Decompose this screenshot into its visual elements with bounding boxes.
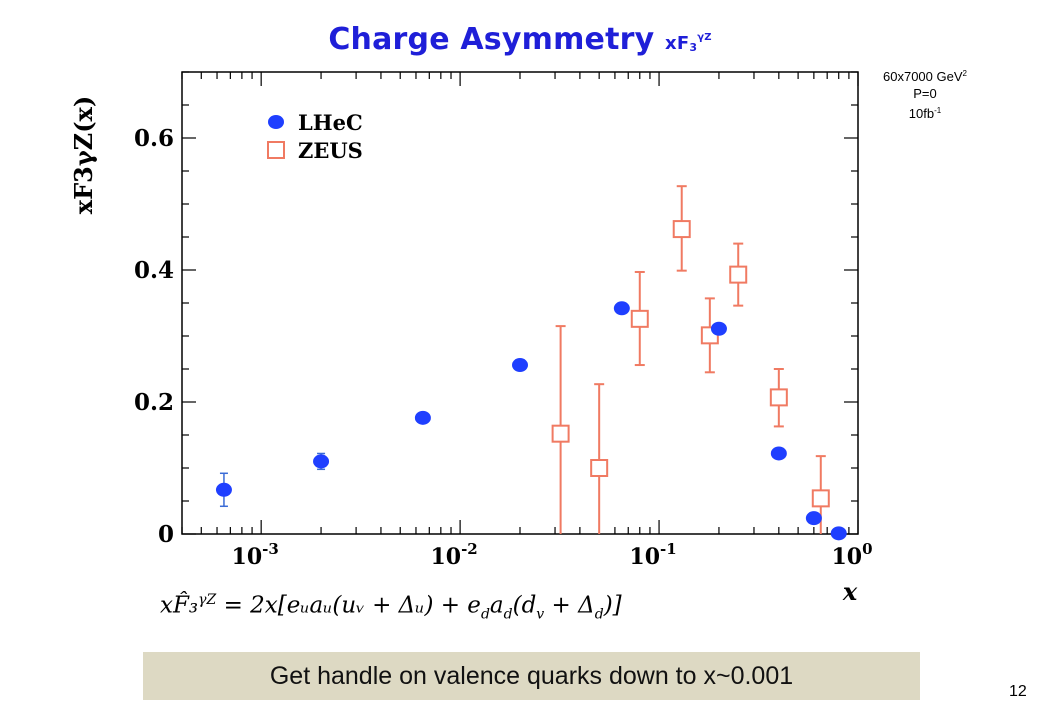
condition-lumi: 10fb-1 — [880, 102, 970, 122]
lhec-point — [770, 446, 787, 461]
zeus-point — [551, 424, 570, 443]
formula-lhs-sup: γZ — [198, 592, 217, 608]
x-tick-label: 10-3 — [232, 540, 279, 570]
run-conditions: 60x7000 GeV2 P=0 10fb-1 — [880, 65, 970, 122]
zeus-point — [630, 309, 649, 328]
condition-energy-exp: 2 — [962, 69, 967, 78]
formula-sub-d3: d — [594, 606, 604, 623]
lhec-point — [512, 358, 528, 373]
structure-function-formula: xF̂₃γZ = 2x[eᵤaᵤ(uᵥ + Δᵤ) + edad(dv + Δd… — [160, 592, 622, 622]
title-superscript: γZ — [697, 32, 712, 43]
page-number: 12 — [1009, 683, 1027, 700]
summary-banner-text: Get handle on valence quarks down to x~0… — [269, 661, 794, 690]
y-tick-label: 0 — [158, 521, 174, 548]
x-tick-label: 10-2 — [430, 540, 477, 570]
legend-lhec-marker — [268, 115, 284, 129]
x-tick-label: 10-1 — [629, 540, 676, 570]
condition-energy-text: 60x7000 GeV — [883, 69, 963, 84]
condition-polarisation: P=0 — [913, 86, 937, 101]
x-tick-exponent: -1 — [660, 540, 677, 558]
condition-energy: 60x7000 GeV2 — [880, 65, 970, 85]
condition-lumi-text: 10fb — [908, 106, 935, 121]
zeus-point — [729, 265, 748, 284]
y-axis-label: xF3γZ(x) — [69, 96, 98, 214]
title-var: xF — [665, 33, 690, 54]
zeus-point — [672, 220, 691, 239]
zeus-point — [590, 459, 609, 477]
legend-zeus-label: ZEUS — [298, 138, 363, 163]
lhec-point — [313, 454, 330, 469]
formula-lhs: xF̂₃ — [160, 592, 199, 619]
zeus-point — [811, 489, 830, 508]
title-variable: xF3γZ — [665, 32, 712, 54]
lhec-point — [830, 526, 847, 541]
lhec-point — [613, 301, 630, 316]
condition-lumi-exp: -1 — [934, 106, 942, 115]
summary-banner: Get handle on valence quarks down to x~0… — [143, 652, 920, 700]
formula-rhs-4: + Δ — [544, 592, 595, 619]
formula-sub-v: v — [536, 606, 545, 623]
formula-rhs-1: = 2x[eᵤaᵤ(uᵥ + Δᵤ) + e — [216, 592, 481, 619]
x-tick-exponent: -3 — [262, 540, 279, 558]
x-tick-label: 100 — [831, 540, 872, 570]
lhec-point — [215, 482, 232, 497]
x-tick-exponent: -2 — [461, 540, 478, 558]
y-tick-label: 0.2 — [134, 389, 174, 416]
formula-rhs-2: a — [489, 592, 504, 619]
legend-zeus-marker — [267, 141, 285, 159]
lhec-point — [710, 321, 727, 336]
title-text: Charge Asymmetry — [328, 22, 655, 57]
y-tick-label: 0.4 — [134, 257, 174, 284]
title-subscript: 3 — [689, 41, 698, 54]
zeus-point — [769, 388, 788, 407]
formula-sub-d2: d — [503, 606, 513, 623]
formula-sub-d1: d — [480, 606, 490, 623]
y-tick-label: 0.6 — [134, 125, 174, 152]
x-axis-label: x — [842, 577, 858, 606]
slide-title: Charge Asymmetry xF3γZ — [0, 22, 1040, 57]
formula-rhs-5: )] — [603, 592, 622, 619]
lhec-point — [805, 511, 822, 526]
formula-rhs-3: (d — [512, 592, 537, 619]
x-tick-exponent: 0 — [862, 540, 872, 558]
lhec-point — [414, 410, 431, 425]
legend-lhec-label: LHeC — [298, 110, 363, 135]
